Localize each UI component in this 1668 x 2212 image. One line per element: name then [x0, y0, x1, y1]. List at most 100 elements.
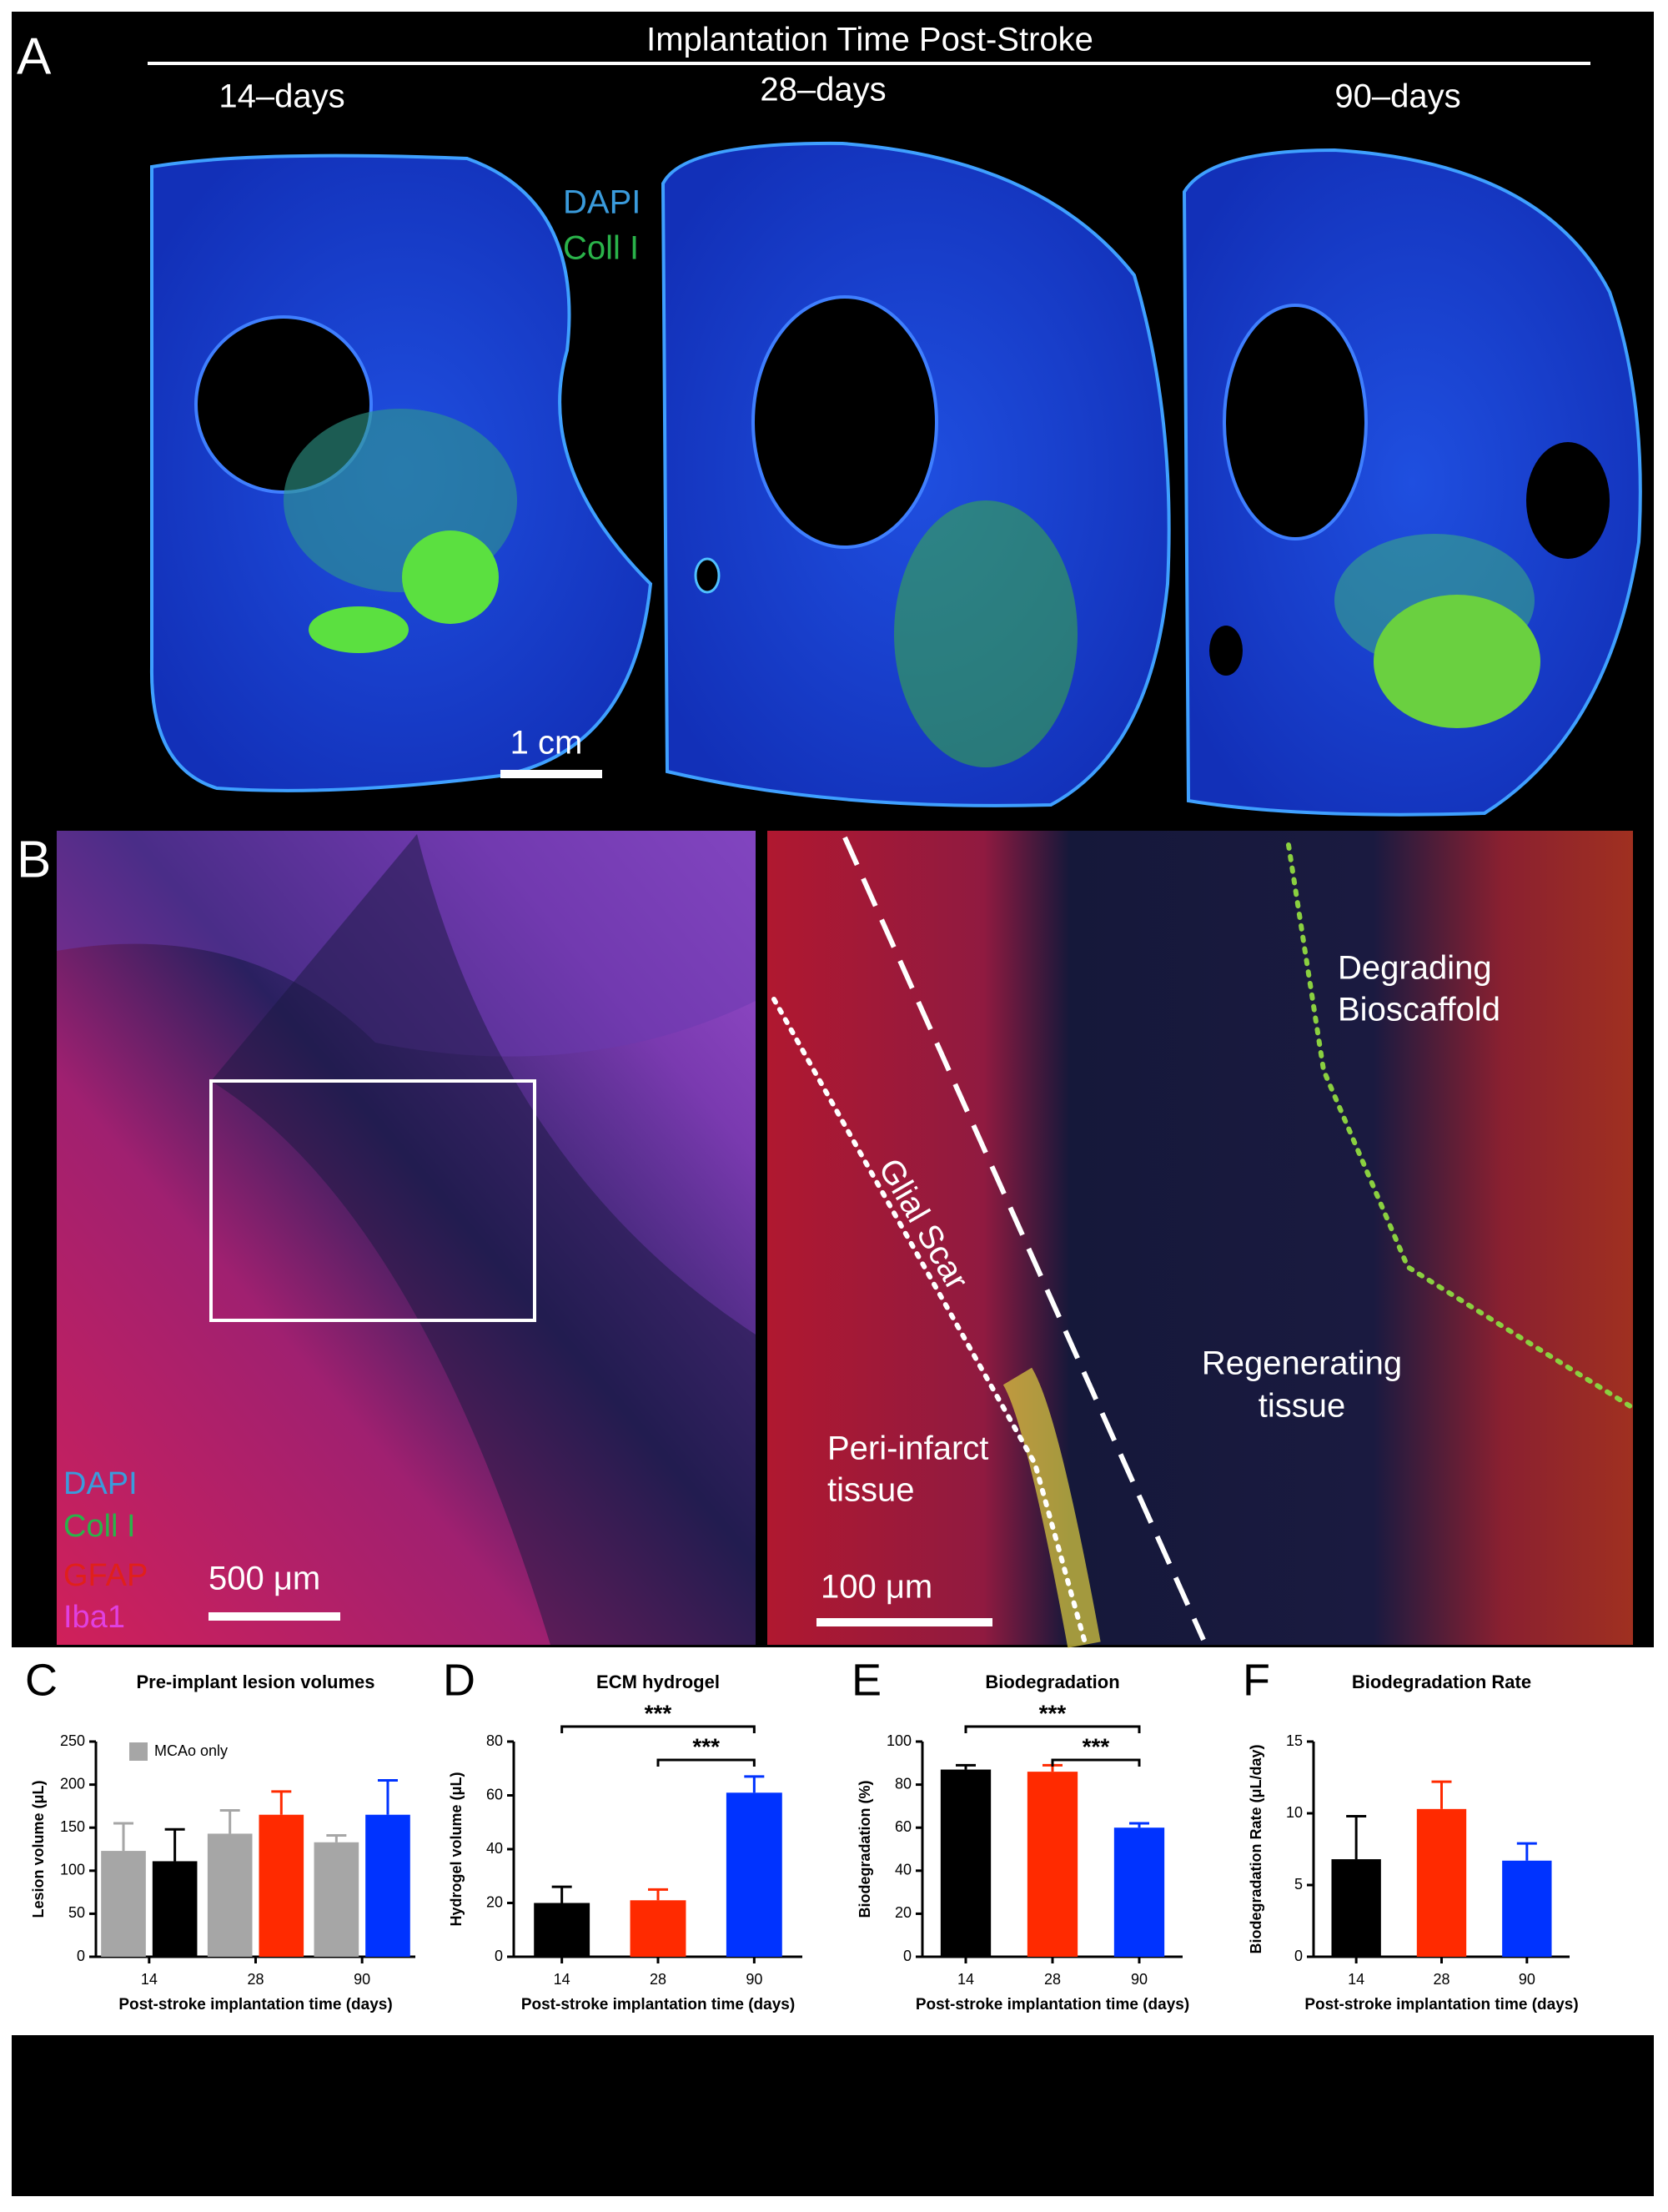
- micrograph: [767, 831, 1633, 1645]
- annotation: Peri-infarct: [827, 1430, 988, 1467]
- y-tick-label: 20: [486, 1893, 503, 1910]
- panel-label: C: [25, 1655, 58, 1705]
- stain-label: GFAP: [63, 1558, 148, 1593]
- y-tick-label: 60: [486, 1786, 503, 1802]
- scale-bar: [500, 770, 602, 778]
- chart-title: Biodegradation Rate: [1352, 1672, 1531, 1692]
- boundary-line: [842, 836, 1206, 1641]
- bar: [314, 1842, 359, 1957]
- y-tick-label: 40: [486, 1840, 503, 1857]
- x-tick-label: 14: [141, 1971, 158, 1988]
- y-tick-label: 50: [68, 1904, 85, 1921]
- bar: [152, 1861, 198, 1957]
- annotation: Regenerating: [1202, 1345, 1402, 1382]
- x-axis-label: Post-stroke implantation time (days): [118, 1996, 392, 2013]
- bar: [1113, 1827, 1165, 1957]
- scale-bar-label: 100 μm: [821, 1569, 932, 1606]
- significance-bracket: [1051, 1758, 1141, 1767]
- y-tick-label: 15: [1286, 1732, 1303, 1749]
- x-tick-label: 14: [1348, 1971, 1364, 1988]
- stain-label: Iba1: [63, 1600, 125, 1635]
- chart-title: Biodegradation: [985, 1672, 1119, 1692]
- significance-label: ***: [1083, 1733, 1110, 1759]
- bar: [1416, 1808, 1467, 1957]
- x-tick-label: 90: [1131, 1971, 1148, 1988]
- timepoint: 14–days: [219, 78, 344, 115]
- x-axis-label: Post-stroke implantation time (days): [1304, 1996, 1578, 2013]
- y-tick-label: 80: [895, 1775, 912, 1792]
- timepoint: 90–days: [1334, 78, 1460, 115]
- legend-label: MCAo only: [154, 1742, 228, 1759]
- chart-title: Pre-implant lesion volumes: [136, 1672, 374, 1692]
- significance-bracket: [656, 1758, 756, 1767]
- panel-label: F: [1243, 1655, 1270, 1705]
- y-tick-label: 40: [895, 1862, 912, 1878]
- y-tick-label: 100: [887, 1732, 912, 1749]
- tissue-region: [211, 834, 756, 1645]
- scale-bar-label: 500 μm: [208, 1561, 320, 1597]
- x-tick-label: 90: [746, 1971, 762, 1988]
- y-tick-label: 200: [60, 1775, 85, 1792]
- y-tick-label: 60: [895, 1818, 912, 1835]
- bar: [365, 1814, 410, 1957]
- x-tick-label: 14: [957, 1971, 974, 1988]
- panel-label: E: [852, 1655, 882, 1705]
- x-tick-label: 28: [1433, 1971, 1449, 1988]
- scale-bar-label: 1 cm: [510, 725, 583, 762]
- zoom-box: [209, 1079, 536, 1322]
- timepoint: 28–days: [760, 72, 886, 108]
- y-tick-label: 0: [495, 1948, 503, 1964]
- panel-label: A: [17, 28, 52, 85]
- y-tick-label: 5: [1294, 1876, 1303, 1893]
- significance-label: ***: [645, 1700, 672, 1726]
- stain-label: DAPI: [563, 184, 641, 221]
- bar: [534, 1903, 590, 1957]
- scale-bar: [208, 1612, 340, 1621]
- x-tick-label: 90: [354, 1971, 370, 1988]
- y-tick-label: 150: [60, 1818, 85, 1835]
- significance-label: ***: [1039, 1700, 1067, 1726]
- bar: [207, 1833, 253, 1957]
- y-tick-label: 100: [60, 1862, 85, 1878]
- brain-section: [149, 153, 653, 792]
- bar: [1331, 1859, 1381, 1957]
- x-tick-label: 28: [650, 1971, 666, 1988]
- panel-label: B: [17, 831, 51, 888]
- tissue-region: [1002, 1367, 1101, 1648]
- y-tick-label: 20: [895, 1904, 912, 1921]
- y-tick-label: 10: [1286, 1804, 1303, 1821]
- x-tick-label: 90: [1519, 1971, 1535, 1988]
- boundary-line: [771, 997, 1087, 1642]
- y-tick-label: 250: [60, 1732, 85, 1749]
- x-tick-label: 14: [554, 1971, 570, 1988]
- y-axis-label: Hydrogel volume (μL): [448, 1772, 465, 1926]
- y-axis-label: Lesion volume (μL): [30, 1780, 47, 1918]
- bar: [259, 1814, 304, 1957]
- significance-bracket: [560, 1725, 756, 1733]
- x-tick-label: 28: [1044, 1971, 1061, 1988]
- bar: [726, 1792, 782, 1957]
- annotation: tissue: [1259, 1388, 1346, 1425]
- bar: [1502, 1860, 1552, 1957]
- brain-section: [661, 141, 1171, 807]
- bar: [940, 1769, 992, 1957]
- y-tick-label: 80: [486, 1732, 503, 1749]
- legend-swatch: [129, 1742, 148, 1761]
- annotation: tissue: [827, 1472, 915, 1509]
- panel-label: D: [443, 1655, 475, 1705]
- y-tick-label: 0: [903, 1948, 912, 1964]
- x-axis-label: Post-stroke implantation time (days): [521, 1996, 795, 2013]
- annotation: Degrading: [1338, 950, 1492, 987]
- bottom-band: [12, 2035, 1654, 2196]
- significance-label: ***: [692, 1733, 720, 1759]
- stain-label: DAPI: [63, 1466, 138, 1501]
- stain-label: Coll I: [63, 1509, 136, 1544]
- bar: [630, 1900, 686, 1957]
- chart-title: ECM hydrogel: [596, 1672, 720, 1692]
- bar: [1027, 1772, 1078, 1957]
- significance-bracket: [964, 1725, 1141, 1733]
- panel-title: Implantation Time Post-Stroke: [646, 22, 1093, 58]
- y-tick-label: 0: [1294, 1948, 1303, 1964]
